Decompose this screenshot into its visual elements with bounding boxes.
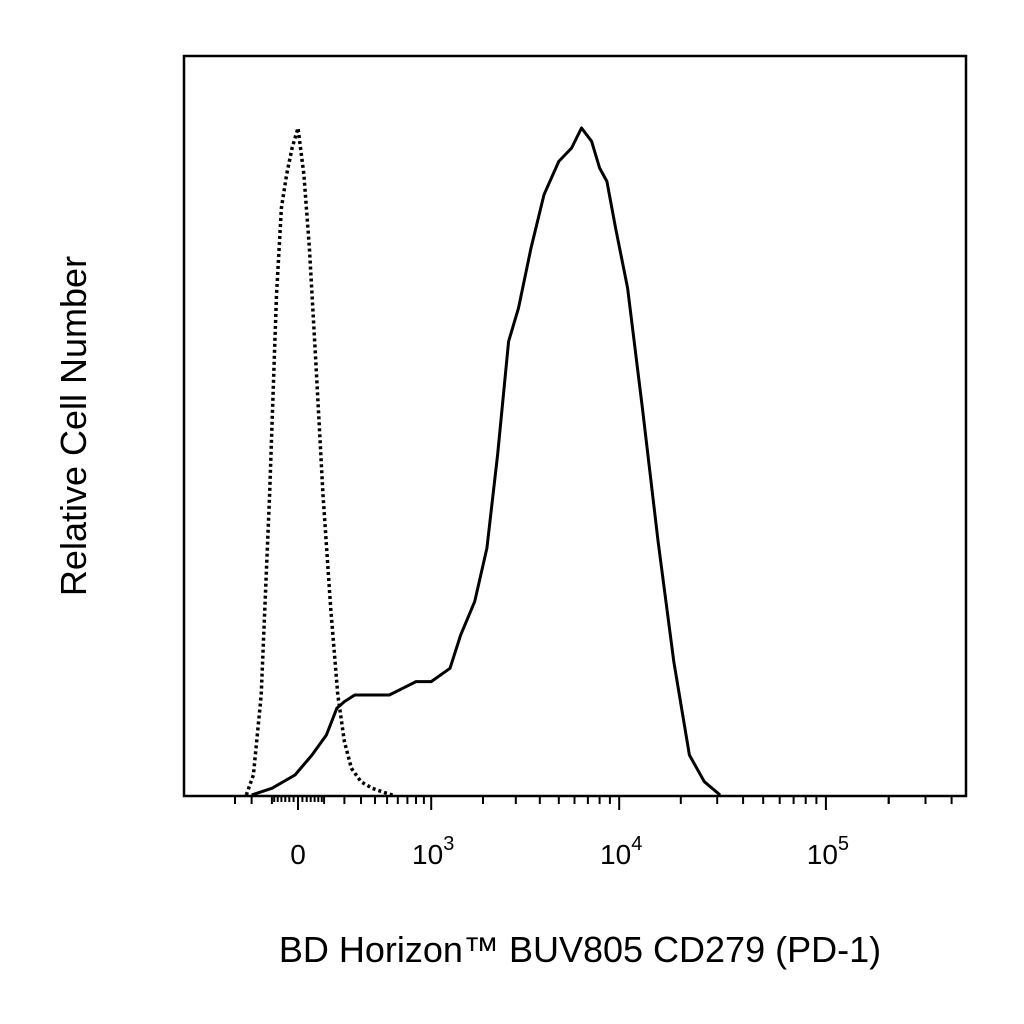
x-axis-tick-labels: 0 103 104 105 bbox=[290, 833, 849, 870]
x-tick-label: 105 bbox=[807, 833, 849, 870]
histogram-series-dotted bbox=[244, 126, 394, 797]
histogram-series-solid bbox=[251, 126, 722, 797]
series-layer bbox=[244, 126, 722, 797]
x-axis-ticks bbox=[234, 796, 953, 810]
x-tick-label: 103 bbox=[412, 833, 454, 870]
x-tick-label: 104 bbox=[600, 833, 642, 870]
y-axis-label: Relative Cell Number bbox=[53, 256, 94, 596]
x-axis-label: BD Horizon™ BUV805 CD279 (PD-1) bbox=[279, 929, 881, 970]
x-tick-label: 0 bbox=[290, 839, 306, 870]
